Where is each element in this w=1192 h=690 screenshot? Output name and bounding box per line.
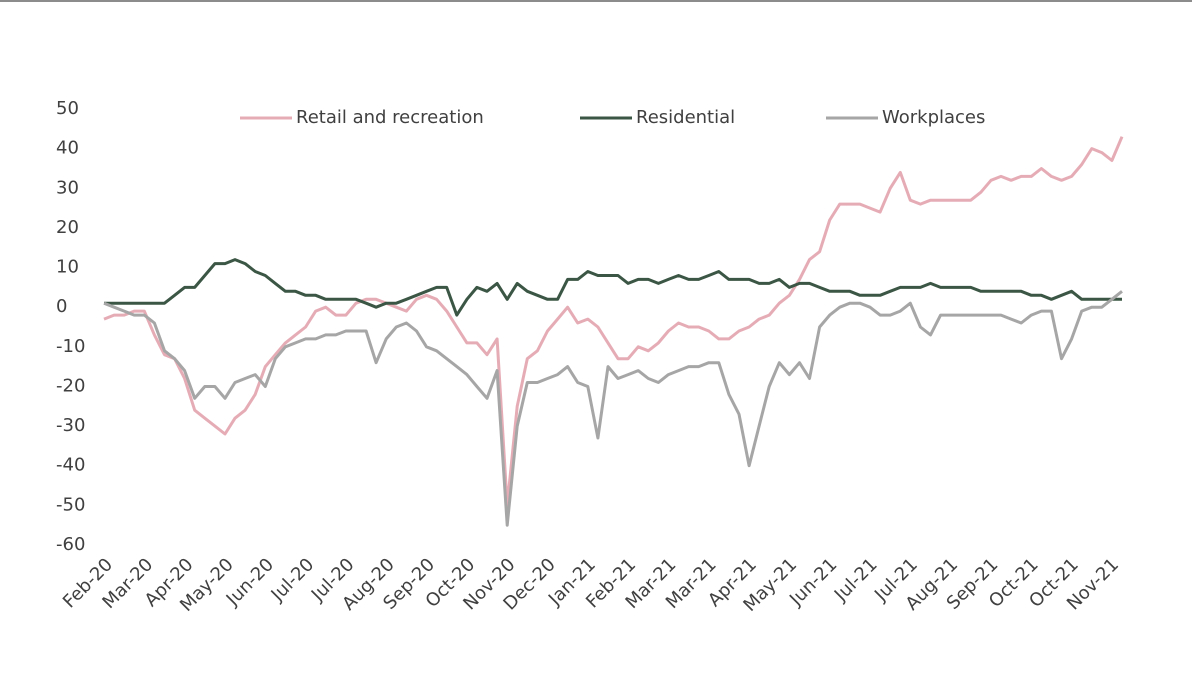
y-tick-label: 10 — [56, 257, 79, 278]
y-tick-label: -30 — [56, 415, 85, 436]
series-line — [103, 136, 1124, 507]
y-tick-label: 50 — [56, 98, 79, 119]
series-line — [103, 290, 1123, 527]
y-tick-label: 40 — [56, 138, 79, 159]
y-tick-label: -10 — [56, 336, 85, 357]
y-tick-label: 0 — [56, 296, 67, 317]
y-tick-label: -60 — [56, 534, 85, 555]
y-tick-label: 30 — [56, 177, 79, 198]
series-line — [104, 258, 1122, 317]
legend-label: Workplaces — [882, 107, 985, 128]
x-tick-label: Jul-21 — [830, 554, 882, 606]
x-tick-label: Jul-20 — [267, 554, 319, 606]
y-tick-label: -40 — [56, 455, 85, 476]
legend-label: Retail and recreation — [296, 107, 484, 128]
y-tick-label: -20 — [56, 375, 85, 396]
y-tick-label: 20 — [56, 217, 79, 238]
legend-label: Residential — [636, 107, 735, 128]
y-tick-label: -50 — [56, 494, 85, 515]
